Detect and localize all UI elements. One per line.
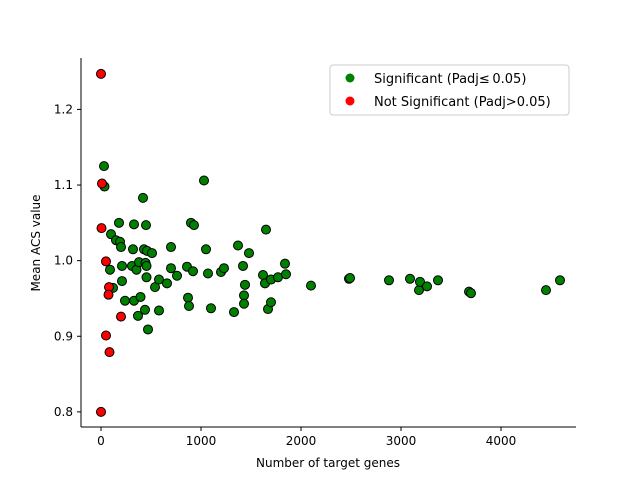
data-point-significant [99, 161, 109, 172]
data-point-significant [172, 270, 182, 281]
data-point-significant [384, 275, 394, 286]
data-point-significant [415, 276, 425, 287]
data-point-significant [433, 275, 443, 286]
data-point-significant [244, 248, 254, 259]
data-point-significant [201, 244, 211, 255]
data-point-significant [154, 305, 164, 316]
series-not-significant [96, 68, 126, 417]
plot-area [96, 68, 565, 417]
x-tick-label: 0 [97, 434, 105, 448]
data-point-significant [117, 276, 127, 287]
series-significant [99, 161, 565, 335]
data-point-significant [199, 175, 209, 186]
data-point-significant [422, 281, 432, 292]
data-point-significant [306, 280, 316, 291]
data-point-significant [229, 307, 239, 318]
y-axis-ticks: 0.8 0.9 1.0 1.1 1.2 [54, 102, 81, 419]
data-point-significant [281, 269, 291, 280]
data-point-not-significant [104, 347, 115, 358]
data-point-significant [120, 295, 130, 306]
data-point-significant [105, 264, 115, 275]
data-point-significant [189, 220, 199, 231]
y-tick-label: 1.2 [54, 102, 73, 116]
data-point-significant [239, 290, 249, 301]
data-point-not-significant [103, 289, 114, 300]
data-point-significant [266, 297, 276, 308]
x-axis-label: Number of target genes [256, 456, 400, 470]
data-point-significant [345, 273, 355, 284]
legend-frame [329, 64, 570, 116]
data-point-significant [203, 268, 213, 279]
data-point-significant [129, 219, 139, 230]
data-point-significant [114, 217, 124, 228]
y-tick-label: 1.0 [54, 254, 73, 268]
data-point-significant [116, 242, 126, 253]
data-point-significant [240, 279, 250, 290]
data-point-significant [166, 242, 176, 253]
x-tick-label: 3000 [386, 434, 417, 448]
data-point-significant [133, 310, 143, 321]
data-point-significant [261, 224, 271, 235]
data-point-not-significant [96, 406, 106, 417]
data-point-significant [143, 324, 153, 335]
data-point-significant [541, 285, 551, 296]
data-point-significant [154, 274, 164, 285]
data-point-not-significant [116, 311, 126, 322]
legend-marker-significant [345, 73, 355, 83]
data-point-significant [238, 260, 248, 271]
data-point-significant [166, 263, 176, 274]
data-point-significant [188, 266, 198, 277]
data-point-significant [280, 258, 290, 269]
data-point-significant [258, 270, 268, 281]
data-point-significant [162, 278, 172, 289]
data-point-significant [466, 288, 476, 299]
data-point-not-significant [101, 256, 111, 267]
data-point-not-significant [96, 68, 106, 79]
data-point-significant [141, 220, 151, 231]
x-axis-ticks: 0 1000 2000 3000 4000 [97, 427, 516, 448]
data-point-significant [206, 303, 216, 314]
data-point-significant [555, 275, 565, 286]
legend-marker-not-significant [345, 96, 355, 106]
data-point-not-significant [101, 330, 111, 341]
data-point-not-significant [97, 178, 107, 189]
data-point-significant [405, 273, 415, 284]
data-point-significant [183, 292, 193, 303]
data-point-significant [117, 260, 127, 271]
data-point-significant [138, 192, 148, 203]
y-axis-label: Mean ACS value [29, 194, 43, 291]
data-point-significant [141, 260, 152, 271]
x-tick-label: 1000 [186, 434, 217, 448]
legend-label-not-significant: Not Significant (Padj>0.05) [374, 95, 551, 110]
data-point-significant [184, 301, 194, 312]
data-point-significant [219, 263, 229, 274]
data-point-significant [233, 240, 243, 251]
legend-label-significant: Significant (Padj≤ 0.05) [374, 72, 526, 87]
data-point-significant [140, 304, 150, 315]
y-tick-label: 1.1 [54, 178, 73, 192]
y-tick-label: 0.8 [54, 405, 73, 419]
x-tick-label: 2000 [286, 434, 317, 448]
data-point-significant [135, 291, 146, 302]
data-point-significant [128, 244, 138, 255]
y-tick-label: 0.9 [54, 329, 73, 343]
data-point-significant [141, 272, 152, 283]
data-point-significant [150, 282, 160, 293]
data-point-significant [147, 248, 157, 259]
x-tick-label: 4000 [486, 434, 517, 448]
data-point-not-significant [96, 223, 107, 234]
legend: Significant (Padj≤ 0.05) Not Significant… [329, 64, 570, 116]
data-point-significant [239, 298, 249, 309]
